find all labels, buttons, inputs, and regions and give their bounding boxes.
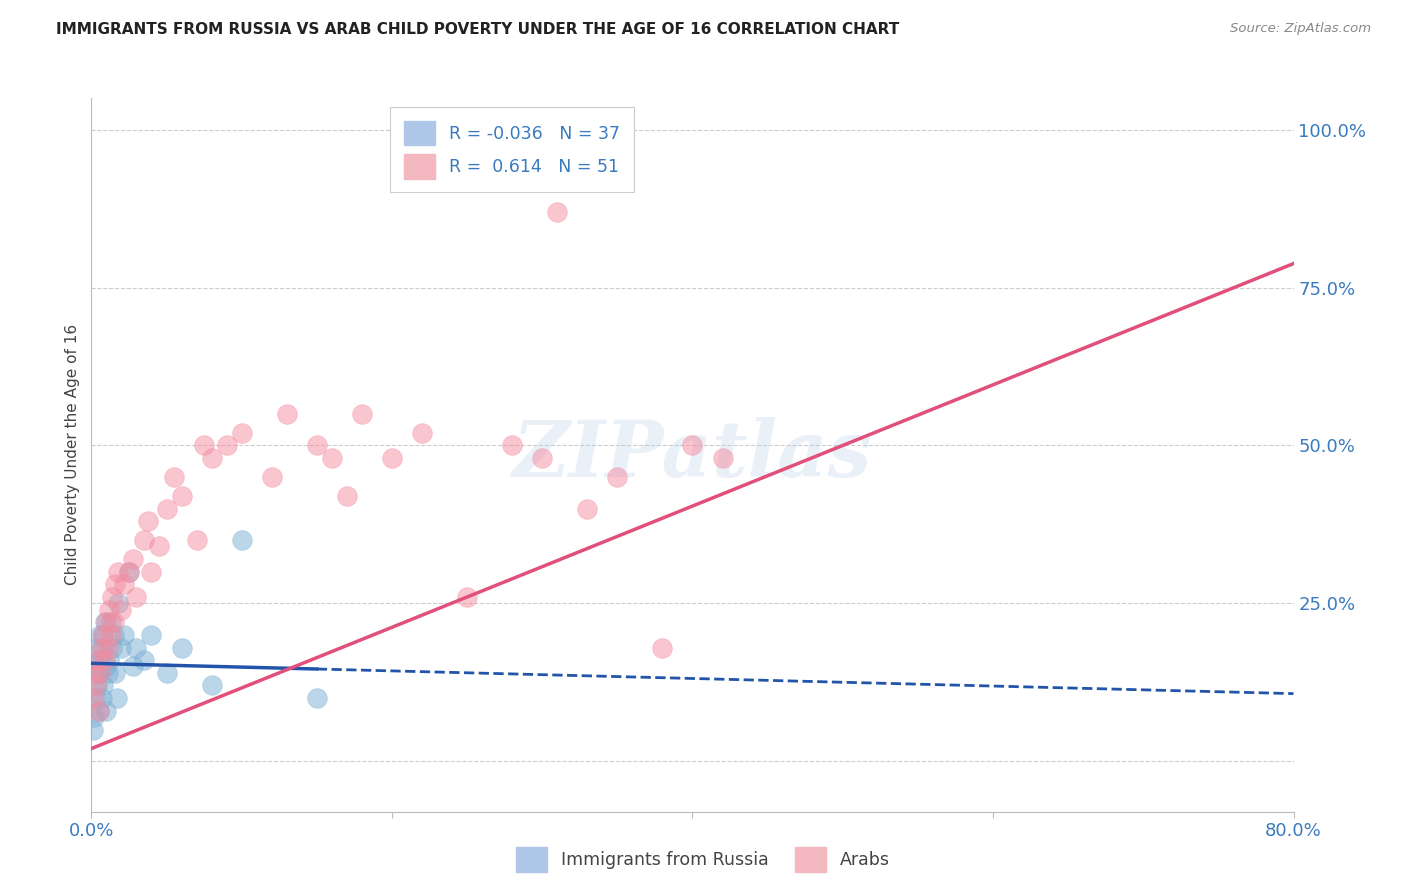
Point <box>93 628 115 642</box>
Point <box>576 501 599 516</box>
Text: Source: ZipAtlas.com: Source: ZipAtlas.com <box>1230 22 1371 36</box>
Point <box>193 438 215 452</box>
Point <box>84 659 107 673</box>
Point <box>98 653 121 667</box>
Legend: R = -0.036   N = 37, R =  0.614   N = 51: R = -0.036 N = 37, R = 0.614 N = 51 <box>391 107 634 193</box>
Point <box>97 665 120 680</box>
Point <box>201 451 224 466</box>
Point <box>163 470 186 484</box>
Point <box>100 615 122 630</box>
Point <box>501 438 523 452</box>
Point <box>107 596 129 610</box>
Point <box>82 723 104 737</box>
Point <box>89 665 111 680</box>
Legend: Immigrants from Russia, Arabs: Immigrants from Russia, Arabs <box>509 840 897 879</box>
Text: ZIPatlas: ZIPatlas <box>513 417 872 493</box>
Point <box>86 653 108 667</box>
Point <box>148 540 170 554</box>
Point <box>87 704 110 718</box>
Point <box>100 628 122 642</box>
Point <box>97 640 120 655</box>
Point <box>411 425 433 440</box>
Text: IMMIGRANTS FROM RUSSIA VS ARAB CHILD POVERTY UNDER THE AGE OF 16 CORRELATION CHA: IMMIGRANTS FROM RUSSIA VS ARAB CHILD POV… <box>56 22 900 37</box>
Point <box>276 407 298 421</box>
Point <box>681 438 703 452</box>
Point <box>114 577 136 591</box>
Point <box>336 489 359 503</box>
Point <box>110 602 132 616</box>
Point <box>305 438 328 452</box>
Point <box>231 425 253 440</box>
Point <box>201 678 224 692</box>
Point <box>260 470 283 484</box>
Point <box>118 565 141 579</box>
Point <box>94 653 117 667</box>
Point <box>89 653 111 667</box>
Point <box>531 451 554 466</box>
Point <box>132 533 155 548</box>
Point <box>651 640 673 655</box>
Point <box>98 602 121 616</box>
Point <box>94 615 117 630</box>
Point <box>103 615 125 630</box>
Point <box>110 640 132 655</box>
Point <box>96 704 118 718</box>
Point <box>96 659 118 673</box>
Point <box>104 665 127 680</box>
Point <box>87 665 110 680</box>
Point <box>101 640 124 655</box>
Point <box>114 628 136 642</box>
Point <box>93 628 115 642</box>
Point <box>93 678 115 692</box>
Point <box>83 710 105 724</box>
Point <box>170 640 193 655</box>
Point <box>90 640 112 655</box>
Point <box>305 691 328 706</box>
Point <box>138 514 160 528</box>
Point <box>86 640 108 655</box>
Point <box>82 691 104 706</box>
Point <box>170 489 193 503</box>
Point <box>104 577 127 591</box>
Point <box>546 204 568 219</box>
Point <box>155 665 177 680</box>
Point <box>122 552 145 566</box>
Point <box>125 590 148 604</box>
Point <box>84 678 107 692</box>
Point <box>711 451 734 466</box>
Point <box>125 640 148 655</box>
Point <box>83 665 105 680</box>
Point <box>132 653 155 667</box>
Point <box>90 640 112 655</box>
Point <box>107 565 129 579</box>
Point <box>321 451 343 466</box>
Point <box>86 678 108 692</box>
Y-axis label: Child Poverty Under the Age of 16: Child Poverty Under the Age of 16 <box>65 325 80 585</box>
Point <box>84 691 107 706</box>
Point <box>87 704 110 718</box>
Point <box>101 590 124 604</box>
Point <box>103 628 125 642</box>
Point <box>606 470 628 484</box>
Point <box>141 628 163 642</box>
Point <box>155 501 177 516</box>
Point <box>90 691 112 706</box>
Point <box>105 691 128 706</box>
Point <box>141 565 163 579</box>
Point <box>118 565 141 579</box>
Point <box>456 590 478 604</box>
Point <box>186 533 208 548</box>
Point <box>89 628 111 642</box>
Point <box>350 407 373 421</box>
Point <box>96 615 118 630</box>
Point <box>381 451 404 466</box>
Point <box>122 659 145 673</box>
Point <box>215 438 238 452</box>
Point <box>231 533 253 548</box>
